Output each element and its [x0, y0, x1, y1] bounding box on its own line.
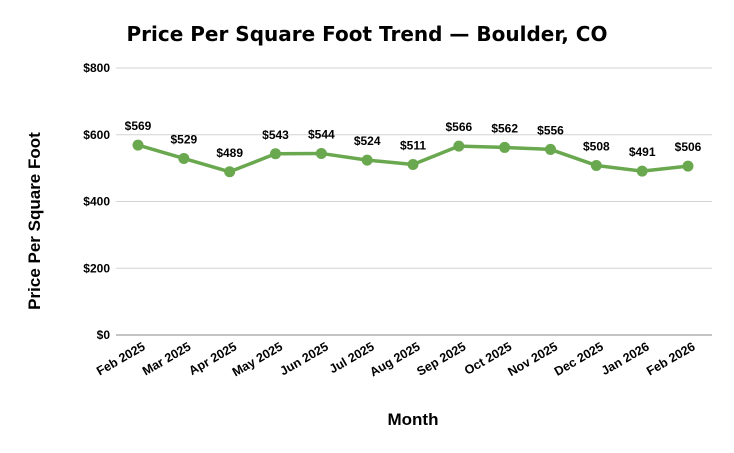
data-label: $491 [629, 145, 656, 159]
x-tick-label: Jan 2026 [599, 339, 652, 378]
data-label: $529 [170, 132, 197, 146]
x-tick-label: Sep 2025 [414, 339, 468, 378]
data-label: $566 [445, 120, 472, 134]
y-tick-label: $200 [83, 261, 110, 275]
data-label: $543 [262, 128, 289, 142]
data-label: $508 [583, 139, 610, 153]
y-axis-ticks: $0 $200 $400 $600 $800 [83, 61, 110, 342]
data-point [361, 154, 373, 166]
y-tick-label: $600 [83, 128, 110, 142]
data-point [178, 152, 190, 164]
x-tick-label: May 2025 [230, 339, 285, 379]
y-tick-label: $400 [83, 195, 110, 209]
x-tick-label: Jun 2025 [277, 339, 330, 378]
data-point [270, 148, 281, 160]
data-labels: $569 $529 $489 $543 $544 $524 $511 $566 $562 $556… [125, 119, 702, 160]
x-tick-label: Nov 2025 [505, 339, 560, 379]
chart-title: Price Per Square Foot Trend — Boulder, C… [127, 22, 608, 46]
data-label: $562 [491, 121, 518, 135]
data-point [636, 165, 648, 177]
data-point [132, 139, 144, 151]
data-point [224, 166, 236, 178]
x-tick-label: Dec 2025 [552, 339, 606, 378]
y-tick-label: $800 [83, 61, 110, 75]
data-label: $489 [216, 146, 243, 160]
data-point [590, 159, 602, 171]
data-label: $569 [125, 119, 152, 133]
x-tick-label: Feb 2026 [644, 339, 697, 378]
x-tick-label: Aug 2025 [367, 339, 422, 379]
x-tick-label: Apr 2025 [186, 339, 239, 378]
data-label: $511 [400, 138, 426, 152]
data-point [453, 140, 465, 152]
data-point [499, 141, 511, 153]
data-label: $524 [354, 134, 381, 148]
data-label: $544 [308, 127, 335, 141]
series-line-group [132, 139, 694, 178]
data-label: $556 [537, 123, 564, 137]
y-axis-title: Price Per Square Foot [25, 132, 44, 310]
gridlines [116, 67, 712, 336]
data-label: $506 [675, 140, 702, 154]
data-point [682, 160, 694, 172]
x-tick-label: Mar 2025 [140, 339, 193, 378]
x-tick-label: Oct 2025 [462, 339, 514, 377]
data-point [315, 147, 327, 159]
x-tick-label: Feb 2025 [94, 339, 147, 378]
y-tick-label: $0 [97, 328, 111, 342]
x-axis-title: Month [388, 410, 439, 429]
data-point [407, 158, 419, 170]
data-point [545, 143, 556, 155]
